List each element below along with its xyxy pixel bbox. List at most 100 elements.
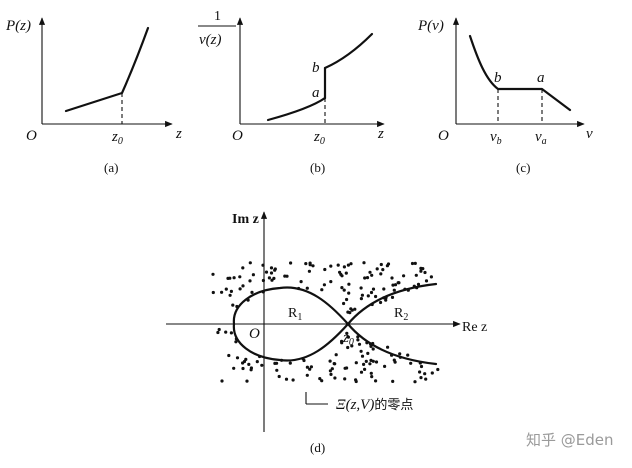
panel-c: P(v) b a v O vb va (c) (417, 17, 593, 175)
zero-dot (234, 340, 238, 344)
zero-dot (379, 272, 383, 276)
zero-dot (430, 371, 434, 375)
zero-dot (333, 376, 337, 380)
zero-dot (308, 261, 312, 265)
zero-dot (329, 264, 333, 268)
panel-b-ylabel-num: 1 (214, 9, 221, 24)
zero-dot (413, 261, 417, 265)
zero-dot (323, 267, 327, 272)
zero-dot (241, 266, 245, 270)
zero-dot (371, 347, 375, 351)
zero-dot (328, 369, 332, 373)
zero-dot (391, 379, 395, 383)
zero-dot (409, 361, 413, 365)
panel-a-origin: O (26, 128, 37, 144)
zero-dot (363, 276, 367, 280)
zero-dot (402, 274, 406, 278)
zero-dot (260, 363, 264, 367)
zero-dot (429, 275, 433, 279)
zero-dot (320, 288, 324, 292)
panel-c-point-a: a (537, 70, 545, 86)
zero-dot (285, 274, 289, 278)
zero-dot (238, 275, 242, 279)
panel-c-tick-b: vb (490, 129, 502, 147)
zero-dot (311, 264, 315, 268)
panel-c-ylabel: P(v) (417, 18, 444, 34)
panel-c-caption: (c) (516, 160, 530, 175)
zero-dot (270, 278, 274, 282)
zero-dot (371, 287, 376, 291)
zero-dot (360, 293, 364, 297)
panel-b-point-a: a (312, 85, 320, 101)
zero-dot (229, 289, 233, 293)
panel-a-curve (64, 26, 150, 113)
zero-dot (353, 307, 357, 311)
panel-d-ylabel: Im z (232, 212, 259, 227)
zero-dot (346, 345, 350, 350)
zero-dot (302, 358, 306, 363)
zero-dot (308, 367, 312, 371)
zero-dot (345, 297, 349, 302)
zero-dot (346, 263, 350, 267)
zero-dot (368, 270, 372, 274)
zero-dot (309, 365, 313, 369)
zero-dot (354, 378, 358, 382)
zero-dot (220, 379, 224, 383)
panel-c-tick-a: va (535, 129, 547, 147)
zero-dot (393, 360, 397, 364)
zero-dot (386, 262, 391, 266)
zero-dot (359, 297, 363, 301)
zero-dot (238, 287, 242, 291)
zero-dot (391, 283, 395, 287)
zero-dot (248, 261, 252, 265)
zero-dot (396, 281, 400, 285)
zero-dot (363, 367, 367, 371)
zero-dot (382, 287, 386, 291)
panel-d-caption: (d) (310, 440, 325, 455)
panel-b-curve-upper (323, 32, 374, 70)
zero-dot (232, 276, 236, 280)
zero-dot (423, 270, 427, 275)
zero-dot (228, 293, 232, 297)
panel-b-point-b: b (312, 60, 320, 76)
zero-dot (374, 294, 378, 299)
zero-dot (379, 262, 383, 267)
zero-dot (273, 267, 277, 271)
zero-dot (329, 372, 333, 376)
zero-dot (347, 291, 351, 295)
zero-dot (248, 279, 252, 283)
zero-dot (413, 380, 417, 384)
zero-dot (305, 373, 309, 377)
zero-dot (414, 273, 418, 277)
zero-dot (329, 280, 333, 284)
zero-dot (365, 276, 370, 280)
panel-d-zeros-label: Ξ(z,V)的零点 (336, 397, 413, 413)
zero-dot (277, 374, 281, 379)
zero-dot (307, 269, 311, 273)
zero-dot (249, 368, 253, 372)
zero-dot (216, 330, 220, 335)
zero-dot (220, 290, 224, 294)
zero-dot (211, 290, 215, 295)
zero-dot (386, 345, 390, 349)
panel-d-xlabel: Re z (462, 320, 487, 335)
zero-dot (251, 273, 255, 277)
zero-dot (250, 290, 254, 294)
zero-dot (369, 371, 373, 375)
zero-dot (284, 377, 289, 381)
zero-dot (305, 365, 309, 369)
zero-dot (379, 300, 383, 305)
zero-dot (227, 353, 231, 358)
zero-dot (419, 376, 423, 380)
panel-d-region-1: R1 (288, 306, 302, 323)
zero-dot (419, 269, 423, 273)
zero-dot (289, 261, 293, 265)
zero-dot (381, 268, 385, 272)
zero-dot (362, 261, 366, 265)
zero-dot (354, 361, 358, 365)
zero-dot (436, 367, 440, 372)
panel-b-ylabel-den: v(z) (199, 32, 222, 48)
zero-dot (244, 357, 248, 361)
zero-dot (362, 362, 366, 366)
